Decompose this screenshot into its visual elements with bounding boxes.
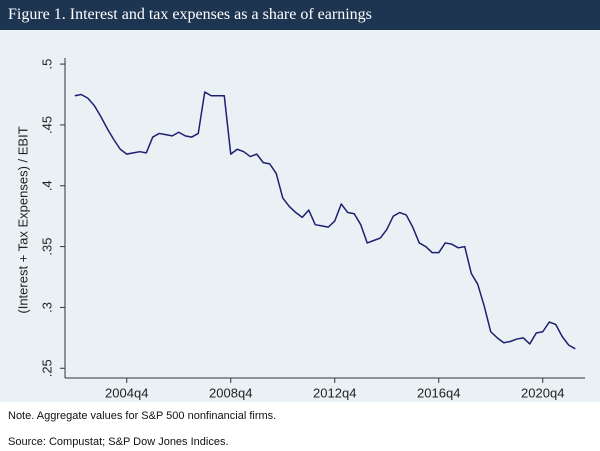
- source: Source: Compustat; S&P Dow Jones Indices…: [8, 436, 229, 448]
- y-tick-label: .35: [39, 238, 54, 256]
- x-tick-label: 2020q4: [521, 385, 564, 400]
- chart: (Interest + Tax Expenses) / EBIT .25 .3 .3…: [0, 30, 600, 402]
- y-tick-label: .4: [39, 180, 54, 191]
- y-tick-label: .5: [39, 59, 54, 70]
- y-tick-label: .3: [39, 302, 54, 313]
- x-tick-label: 2008q4: [209, 385, 252, 400]
- y-tick-label: .45: [39, 116, 54, 134]
- note: Note. Aggregate values for S&P 500 nonfi…: [8, 410, 277, 422]
- y-axis-title: (Interest + Tax Expenses) / EBIT: [15, 126, 30, 313]
- data-line: [74, 91, 576, 350]
- y-tick-label: .25: [39, 359, 54, 377]
- x-tick-label: 2012q4: [313, 385, 356, 400]
- header-title: Figure 1. Interest and tax expenses as a…: [0, 0, 600, 30]
- x-tick-label: 2004q4: [105, 385, 148, 400]
- plot-area: [65, 58, 585, 378]
- x-tick-label: 2016q4: [417, 385, 460, 400]
